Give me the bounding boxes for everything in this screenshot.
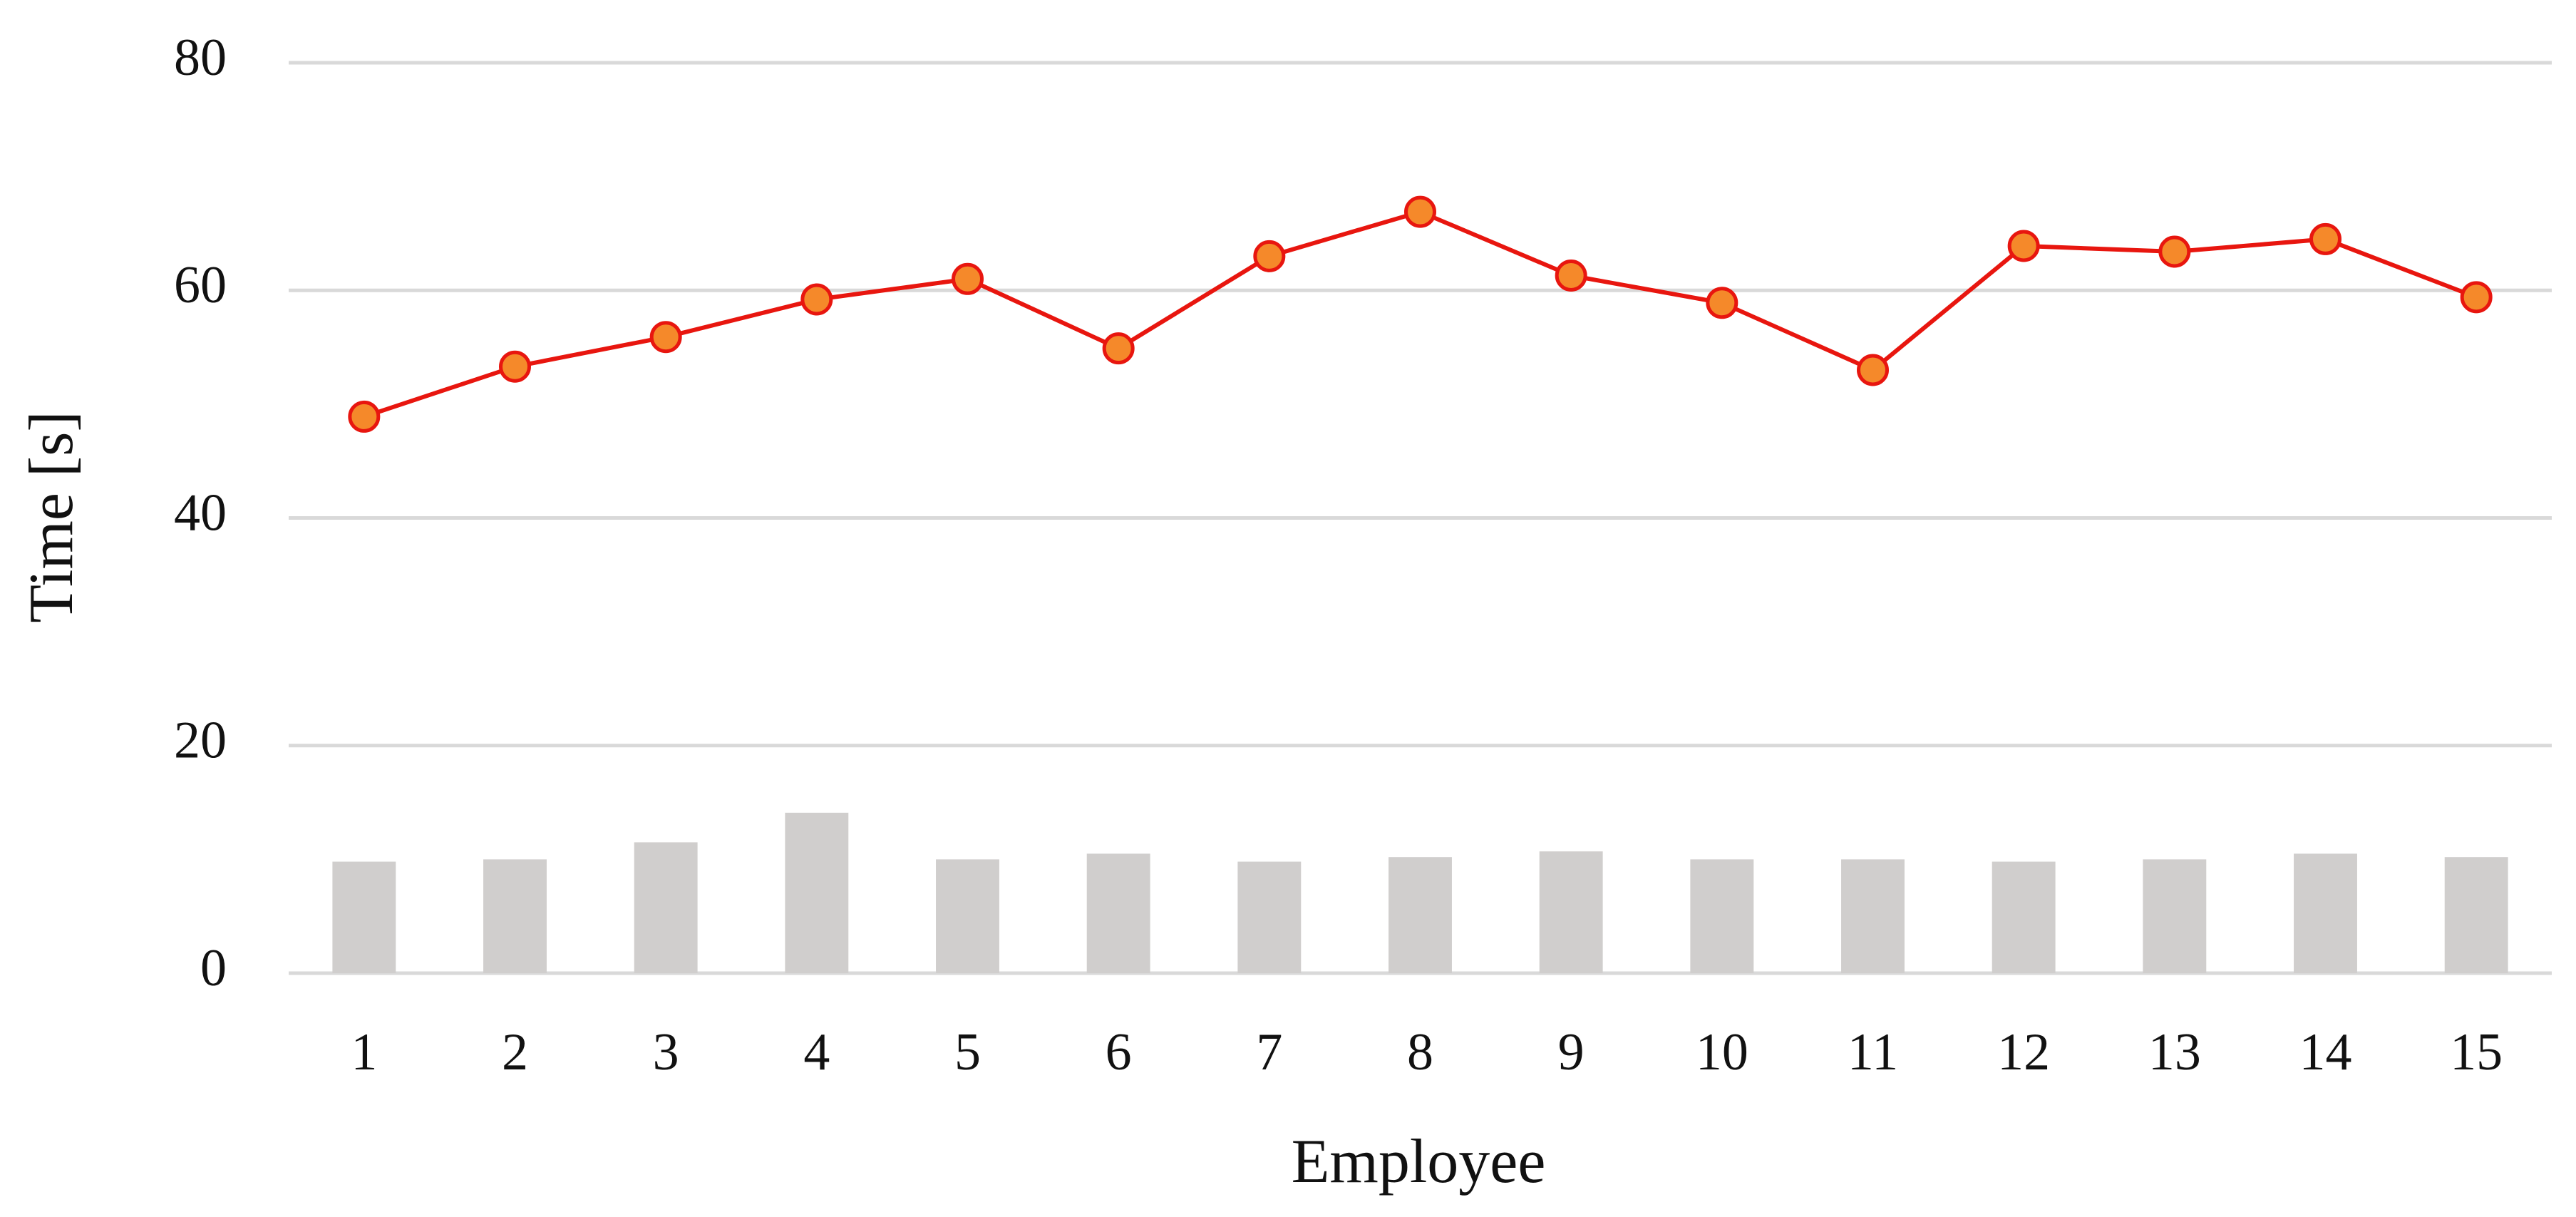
marker xyxy=(2460,281,2493,314)
x-tick-label: 15 xyxy=(2450,1023,2503,1082)
marker xyxy=(2158,235,2191,268)
marker xyxy=(2007,230,2040,262)
marker xyxy=(1706,287,1738,319)
y-tick-label: 20 xyxy=(174,712,227,770)
marker xyxy=(1404,195,1436,228)
marker xyxy=(1555,259,1587,292)
bar xyxy=(1539,851,1603,973)
marker xyxy=(1253,240,1286,272)
bar xyxy=(1086,853,1150,973)
marker xyxy=(649,321,682,354)
y-tick-label: 0 xyxy=(200,939,227,997)
x-tick-label: 1 xyxy=(351,1023,377,1082)
bar xyxy=(1690,859,1754,973)
x-tick-label: 14 xyxy=(2299,1023,2352,1082)
x-tick-label: 6 xyxy=(1106,1023,1132,1082)
bar xyxy=(332,861,396,973)
x-tick-label: 13 xyxy=(2148,1023,2201,1082)
x-tick-label: 5 xyxy=(954,1023,981,1082)
x-tick-label: 4 xyxy=(803,1023,830,1082)
y-tick-label: 40 xyxy=(174,483,227,542)
x-tick-label: 8 xyxy=(1407,1023,1433,1082)
bar xyxy=(2143,859,2207,973)
marker xyxy=(499,350,531,383)
marker xyxy=(800,283,833,316)
marker xyxy=(348,400,381,433)
marker xyxy=(1857,354,1889,386)
bar xyxy=(936,859,999,973)
x-axis-label: Employee xyxy=(1292,1127,1546,1196)
bar xyxy=(1841,859,1905,973)
bar xyxy=(785,812,849,973)
line xyxy=(363,210,2478,419)
x-tick-label: 3 xyxy=(653,1023,679,1082)
y-axis-label: Time [s] xyxy=(17,411,86,622)
bar xyxy=(483,859,547,973)
x-tick-label: 10 xyxy=(1696,1023,1748,1082)
marker xyxy=(2309,222,2341,255)
y-tick-label: 80 xyxy=(174,29,227,87)
y-tick-label: 60 xyxy=(174,256,227,314)
x-tick-label: 12 xyxy=(1997,1023,2050,1082)
bar xyxy=(1237,861,1302,973)
marker xyxy=(952,262,984,295)
bar xyxy=(1992,861,2056,973)
x-tick-label: 9 xyxy=(1558,1023,1585,1082)
x-tick-label: 2 xyxy=(502,1023,528,1082)
x-tick-label: 11 xyxy=(1848,1023,1898,1082)
bar xyxy=(2444,857,2508,973)
marker xyxy=(1102,332,1135,365)
bar xyxy=(1389,857,1452,973)
bar xyxy=(634,842,698,973)
x-tick-label: 7 xyxy=(1256,1023,1282,1082)
bar xyxy=(2294,853,2357,973)
